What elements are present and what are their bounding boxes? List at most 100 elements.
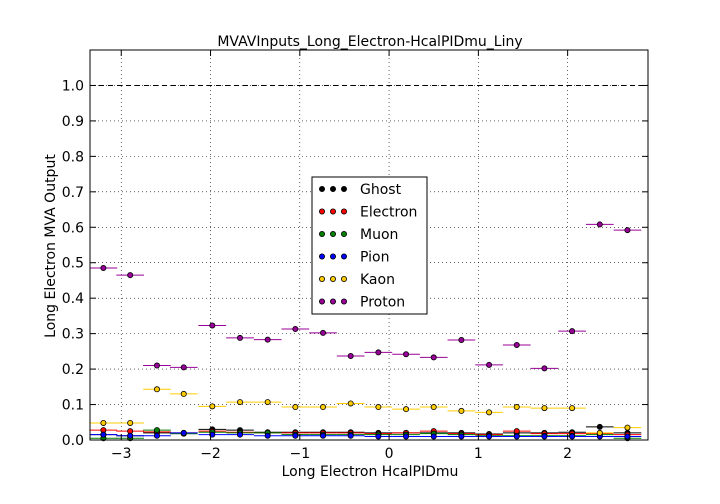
data-point	[569, 433, 576, 440]
y-tick-label: 1.0	[62, 78, 84, 94]
y-axis-label: Long Electron MVA Output	[43, 154, 59, 338]
x-axis-label: Long Electron HcalPIDmu	[282, 464, 459, 480]
y-tick-label: 0.8	[62, 149, 84, 165]
legend-marker	[318, 230, 325, 237]
legend-marker	[340, 208, 347, 215]
legend-label: Muon	[360, 227, 398, 243]
data-point	[292, 432, 299, 439]
data-point	[458, 433, 465, 440]
data-point	[486, 361, 493, 368]
data-point	[100, 419, 107, 426]
data-point	[153, 427, 160, 434]
data-point	[292, 404, 299, 411]
series-kaon	[89, 386, 642, 436]
data-point	[153, 362, 160, 369]
legend-marker	[340, 275, 347, 282]
legend-marker	[340, 185, 347, 192]
data-point	[209, 322, 216, 329]
y-tick-label: 0.2	[62, 362, 84, 378]
data-point	[486, 433, 493, 440]
data-point	[320, 329, 327, 336]
legend-marker	[340, 298, 347, 305]
x-tick-label: −1	[289, 446, 310, 462]
data-point	[596, 429, 603, 436]
y-tick-label: 0.5	[62, 256, 84, 272]
y-tick-label: 0.6	[62, 220, 84, 236]
legend-label: Proton	[360, 295, 405, 311]
legend-marker	[340, 253, 347, 260]
data-point	[180, 429, 187, 436]
data-point	[347, 432, 354, 439]
x-tick-label: −3	[111, 446, 132, 462]
data-point	[153, 432, 160, 439]
y-tick-label: 0.0	[62, 433, 84, 449]
y-tick-label: 0.4	[62, 291, 84, 307]
y-tick-label: 0.1	[62, 398, 84, 414]
data-point	[541, 405, 548, 412]
data-point	[180, 390, 187, 397]
legend-marker	[318, 275, 325, 282]
legend-marker	[340, 230, 347, 237]
data-point	[403, 351, 410, 358]
legend-marker	[318, 208, 325, 215]
data-point	[596, 221, 603, 228]
data-point	[403, 406, 410, 413]
data-point	[127, 432, 134, 439]
data-point	[513, 341, 520, 348]
legend: Ghost Electron Muon Pion Kaon Proton	[311, 176, 428, 315]
data-point	[264, 399, 271, 406]
data-point	[486, 409, 493, 416]
x-tick-label: 2	[563, 446, 572, 462]
data-point	[264, 336, 271, 343]
x-tick-label: −2	[200, 446, 221, 462]
data-point	[458, 337, 465, 344]
legend-box	[311, 176, 428, 315]
data-point	[403, 433, 410, 440]
data-point	[236, 334, 243, 341]
data-point	[375, 349, 382, 356]
legend-label: Ghost	[360, 182, 402, 198]
legend-marker	[318, 253, 325, 260]
ticks: −3 −2 −1 0 1 2 0.0 0.1 0.2 0.3 0.4 0.5 0.6 0.7 0.8 0.9 1…	[62, 50, 648, 462]
legend-marker	[318, 298, 325, 305]
data-point	[458, 407, 465, 414]
y-tick-label: 0.3	[62, 327, 84, 343]
data-point	[264, 432, 271, 439]
data-point	[569, 328, 576, 335]
data-point	[100, 431, 107, 438]
legend-marker	[329, 208, 336, 215]
series-proton	[89, 221, 642, 372]
data-point	[292, 326, 299, 333]
data-point	[430, 354, 437, 361]
data-point	[100, 265, 107, 272]
data-point	[569, 405, 576, 412]
data-point	[180, 364, 187, 371]
legend-marker	[329, 185, 336, 192]
data-point	[127, 272, 134, 279]
legend-marker	[329, 275, 336, 282]
legend-label: Kaon	[360, 272, 395, 288]
data-point	[430, 433, 437, 440]
y-tick-label: 0.7	[62, 185, 84, 201]
data-point	[209, 403, 216, 410]
x-tick-label: 1	[474, 446, 483, 462]
data-point	[375, 433, 382, 440]
data-point	[347, 400, 354, 407]
legend-marker	[329, 230, 336, 237]
data-point	[347, 352, 354, 359]
data-point	[236, 399, 243, 406]
legend-marker	[329, 253, 336, 260]
data-point	[430, 404, 437, 411]
series-pion	[89, 429, 642, 440]
data-point	[320, 404, 327, 411]
legend-label: Electron	[360, 205, 417, 221]
data-point	[127, 419, 134, 426]
data-point	[513, 433, 520, 440]
data-point	[624, 433, 631, 440]
data-point	[596, 423, 603, 430]
x-tick-label: 0	[385, 446, 394, 462]
data-point	[541, 433, 548, 440]
legend-marker	[318, 185, 325, 192]
data-point	[236, 431, 243, 438]
data-point	[624, 227, 631, 234]
